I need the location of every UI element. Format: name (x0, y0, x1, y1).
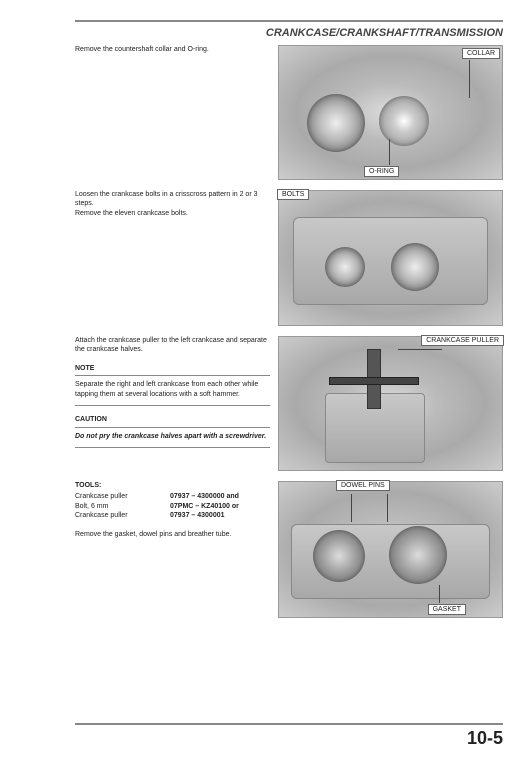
tool-row-3: Crankcase puller 07937 – 4300001 (75, 511, 270, 520)
puller-cross (329, 377, 419, 385)
photo-dowel-gasket: GASKET (278, 481, 503, 618)
caution-text: Do not pry the crankcase halves apart wi… (75, 432, 270, 441)
note-text: Separate the right and left crankcase fr… (75, 380, 270, 399)
note-heading: NOTE (75, 364, 270, 373)
callout-dowel: DOWEL PINS (336, 480, 390, 491)
photo-bolts (278, 190, 503, 326)
section-2: Loosen the crankcase bolts in a crisscro… (75, 190, 503, 326)
leader-dowel2 (387, 494, 388, 522)
note-rule-bottom (75, 405, 270, 406)
footer-rule (75, 723, 503, 725)
s3-line1: Attach the crankcase puller to the left … (75, 336, 270, 355)
section-1-image-col: COLLAR O-RING (278, 45, 503, 180)
photo-collar-oring: COLLAR O-RING (278, 45, 503, 180)
callout-gasket: GASKET (428, 604, 466, 615)
bore1 (325, 247, 365, 287)
tools-heading: TOOLS: (75, 481, 270, 490)
page-number: 10-5 (75, 728, 503, 749)
tool-row-2: Bolt, 6 mm 07PMC – KZ40100 or (75, 502, 270, 511)
leader-collar (469, 60, 470, 98)
section-1-text: Remove the countershaft collar and O-rin… (75, 45, 270, 180)
section-3: Attach the crankcase puller to the left … (75, 336, 503, 471)
gear-shape (307, 94, 365, 152)
section-1: Remove the countershaft collar and O-rin… (75, 45, 503, 180)
crankcase-shape (293, 217, 488, 305)
s4-line1: Remove the gasket, dowel pins and breath… (75, 530, 270, 539)
collar-shape (379, 96, 429, 146)
callout-puller: CRANKCASE PULLER (421, 335, 504, 346)
header-rule (75, 20, 503, 22)
caution-rule-top (75, 427, 270, 428)
callout-collar: COLLAR (462, 48, 500, 59)
caution-rule-bottom (75, 447, 270, 448)
tool2-part: 07PMC – KZ40100 or (170, 502, 270, 511)
tool1-name: Crankcase puller (75, 492, 170, 501)
tool1-part: 07937 – 4300000 and (170, 492, 270, 501)
photo-puller (278, 336, 503, 471)
callout-oring: O-RING (364, 166, 399, 177)
s2-line2: Remove the eleven crankcase bolts. (75, 209, 270, 218)
tool-row-1: Crankcase puller 07937 – 4300000 and (75, 492, 270, 501)
gear-right (389, 526, 447, 584)
section-3-image-col: CRANKCASE PULLER (278, 336, 503, 471)
section-4: TOOLS: Crankcase puller 07937 – 4300000 … (75, 481, 503, 618)
section-2-text: Loosen the crankcase bolts in a crisscro… (75, 190, 270, 326)
section-3-text: Attach the crankcase puller to the left … (75, 336, 270, 471)
section-2-image-col: BOLTS (278, 190, 503, 326)
section-4-text: TOOLS: Crankcase puller 07937 – 4300000 … (75, 481, 270, 618)
s2-line1: Loosen the crankcase bolts in a crisscro… (75, 190, 270, 209)
tool3-name: Crankcase puller (75, 511, 170, 520)
gear-left (313, 530, 365, 582)
s1-instruction: Remove the countershaft collar and O-rin… (75, 45, 270, 54)
page-footer: 10-5 (75, 723, 503, 749)
tool2-name: Bolt, 6 mm (75, 502, 170, 511)
bore2 (391, 243, 439, 291)
tool3-part: 07937 – 4300001 (170, 511, 270, 520)
leader-oring (389, 139, 390, 165)
leader-puller (398, 349, 442, 350)
caution-heading: CAUTION (75, 415, 270, 424)
manual-page: CRANKCASE/CRANKSHAFT/TRANSMISSION Remove… (0, 0, 523, 767)
note-rule-top (75, 375, 270, 376)
leader-dowel1 (351, 494, 352, 522)
callout-bolts: BOLTS (277, 189, 309, 200)
section-4-image-col: DOWEL PINS GASKET (278, 481, 503, 618)
leader-gasket (439, 585, 440, 603)
page-header-title: CRANKCASE/CRANKSHAFT/TRANSMISSION (75, 25, 503, 45)
